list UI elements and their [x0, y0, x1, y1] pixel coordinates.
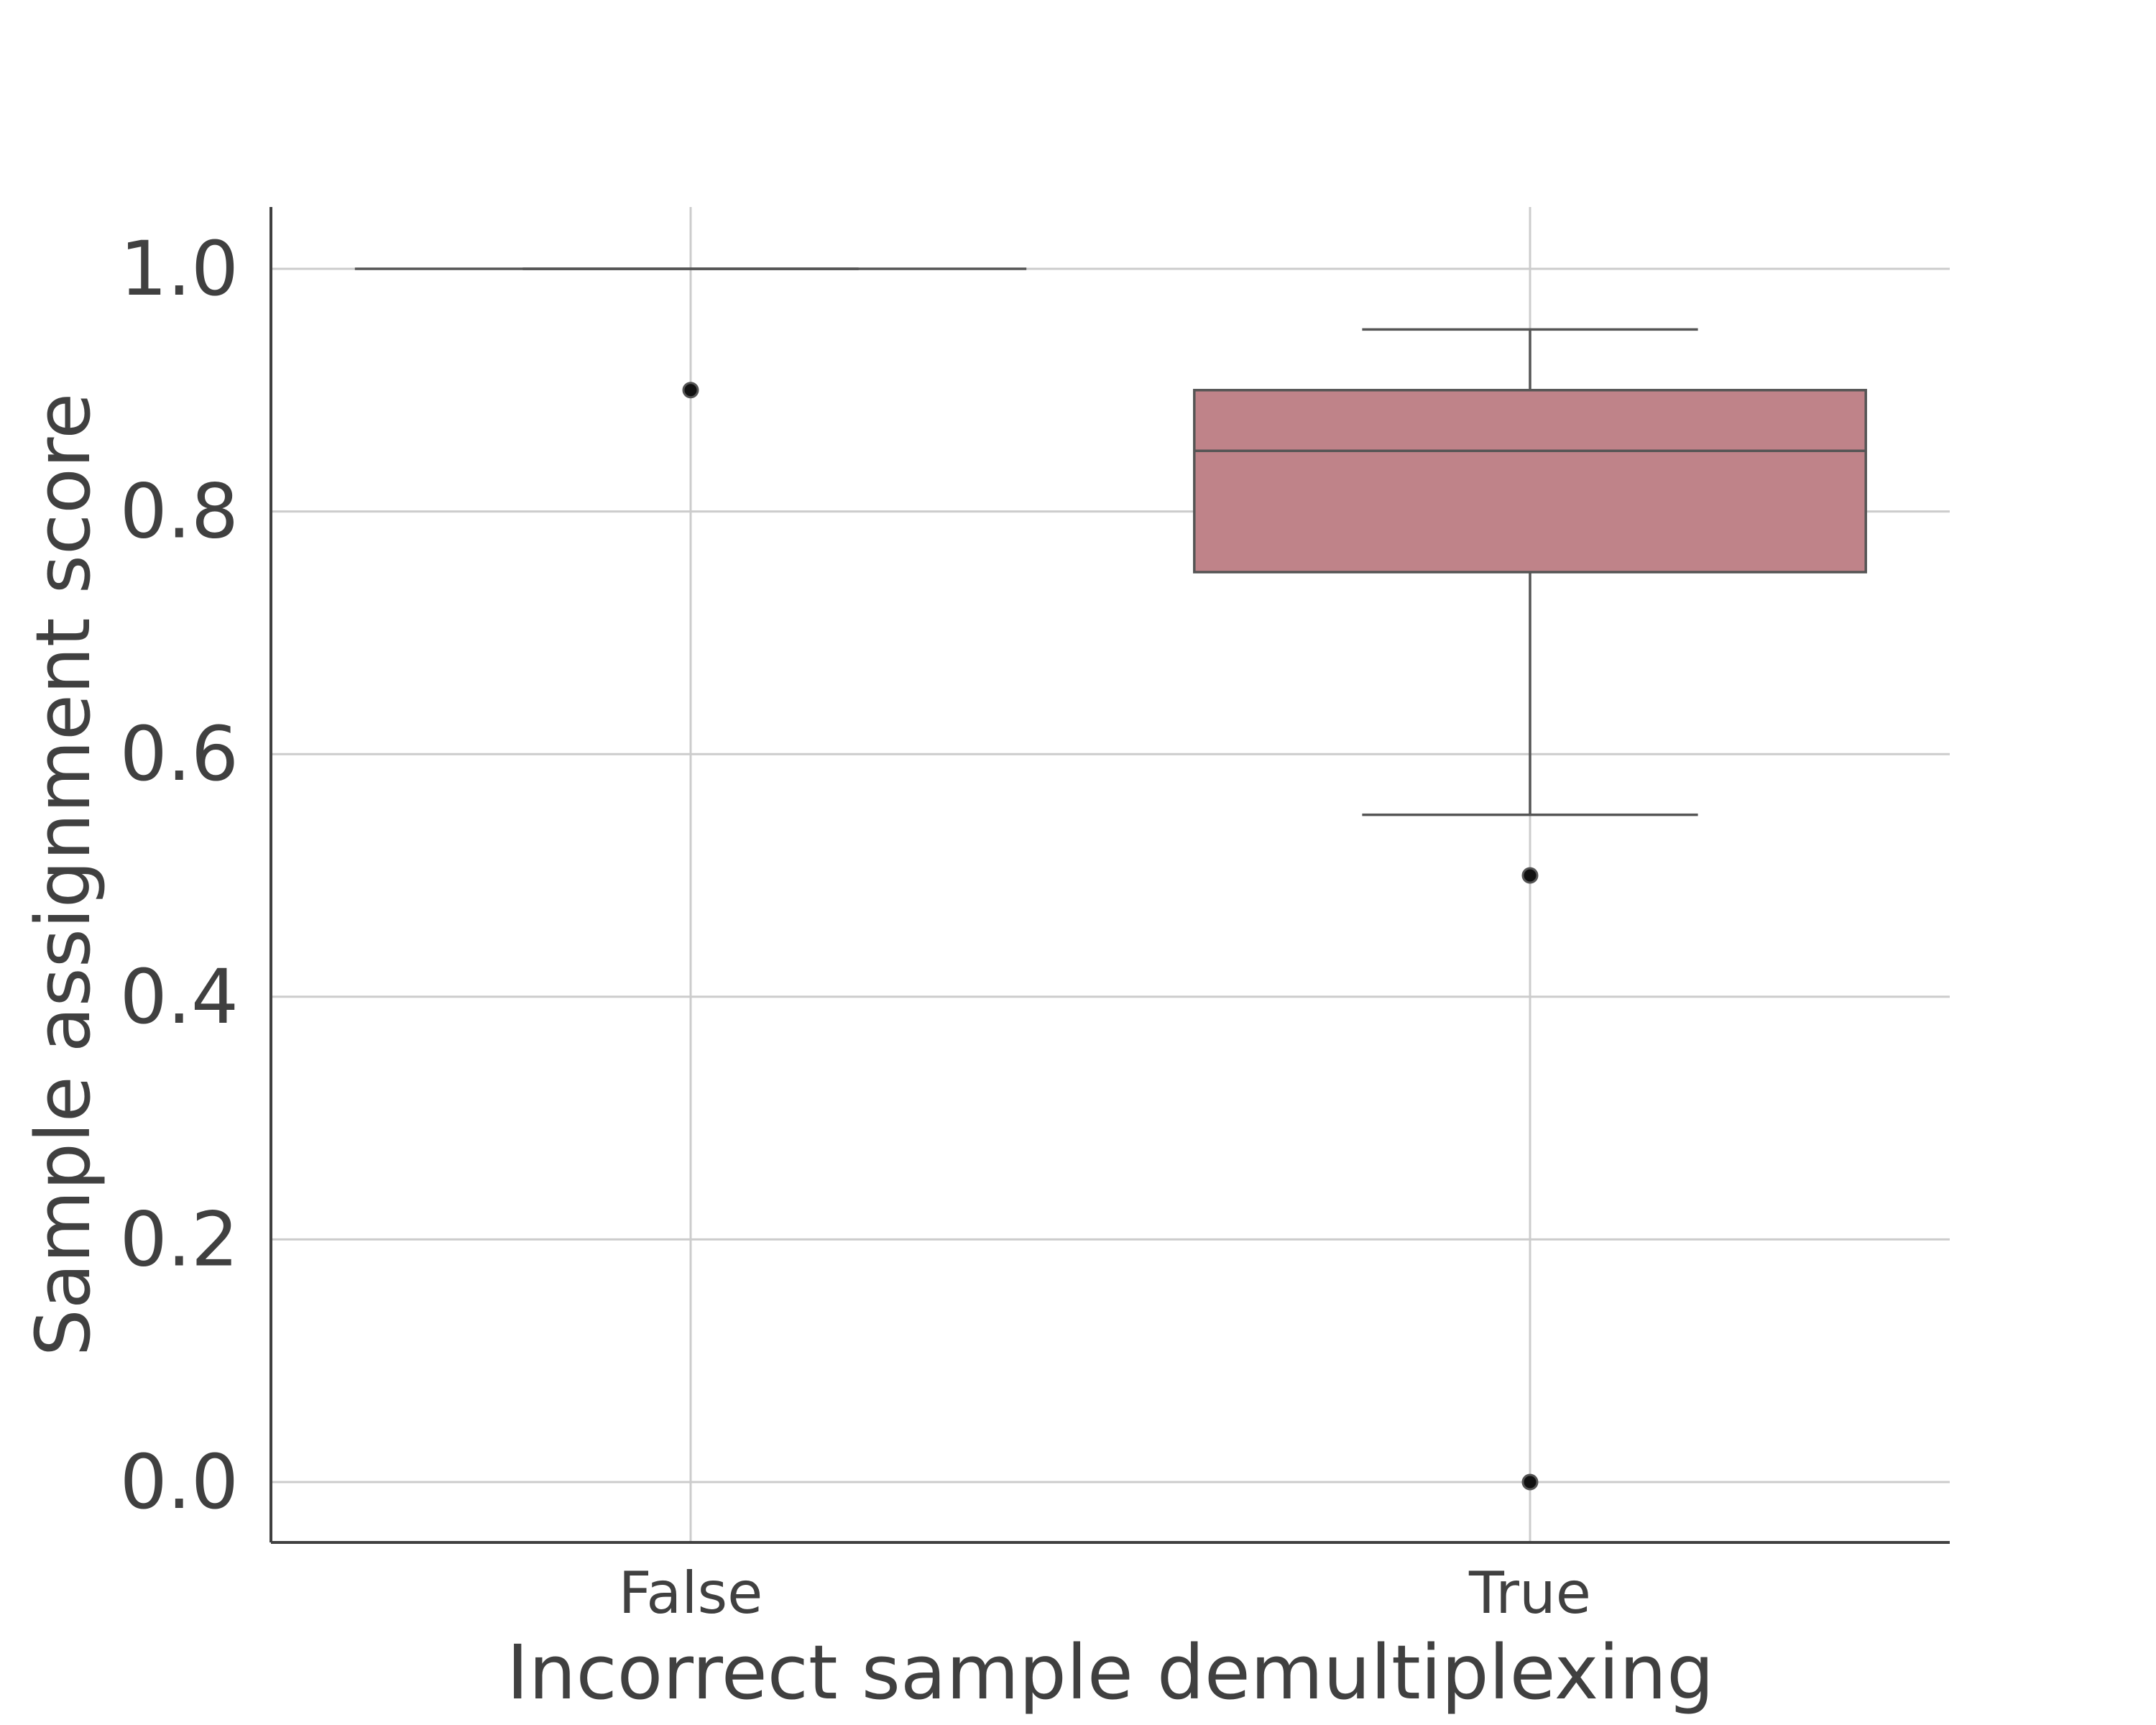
box-body	[1193, 389, 1867, 574]
outlier-point	[1521, 867, 1539, 884]
x-axis-label: Incorrect sample demultiplexing	[507, 1629, 1714, 1716]
axes	[270, 207, 1950, 1544]
y-tick-labels: 0.0 0.2 0.4 0.6 0.8 1.0	[120, 225, 239, 1526]
y-tick-label: 0.4	[120, 953, 239, 1041]
y-tick-label: 1.0	[120, 225, 239, 313]
y-tick-label: 0.8	[120, 468, 239, 556]
y-tick-label: 0.6	[120, 710, 239, 798]
box-true	[1193, 328, 1867, 1491]
outlier-point	[682, 382, 699, 399]
x-tick-label: True	[1468, 1560, 1591, 1627]
y-tick-label: 0.2	[120, 1195, 239, 1283]
boxes	[354, 267, 1867, 1491]
y-axis-label: Sample assignment score	[19, 393, 107, 1356]
x-tick-label: False	[619, 1560, 763, 1627]
x-tick-labels: False True	[619, 1560, 1591, 1627]
box-false	[354, 267, 1027, 399]
outlier-point	[1521, 1473, 1539, 1491]
y-tick-label: 0.0	[120, 1438, 239, 1526]
